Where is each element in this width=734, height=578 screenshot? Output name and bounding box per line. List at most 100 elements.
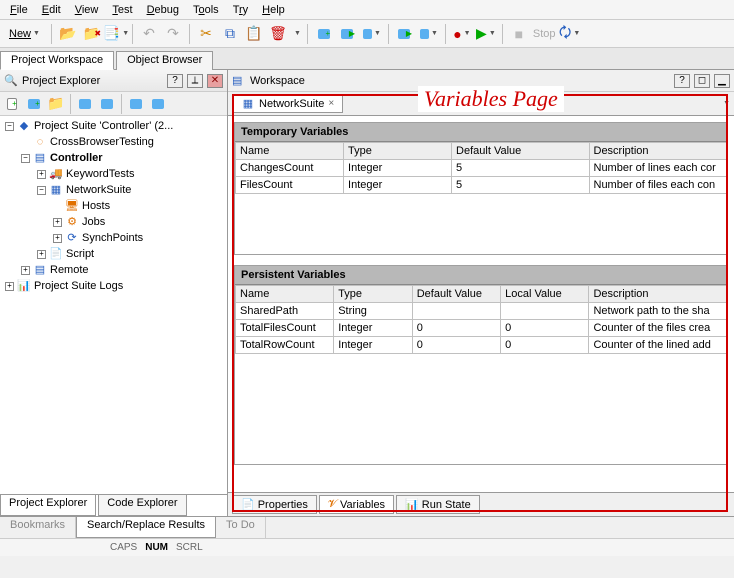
tab-networksuite[interactable]: ▦ NetworkSuite × <box>232 95 343 113</box>
persistent-variables-table[interactable]: Name Type Default Value Local Value Desc… <box>235 285 727 354</box>
twisty-icon[interactable]: + <box>53 234 62 243</box>
redo-icon[interactable]: ↷ <box>163 24 183 44</box>
twisty-icon[interactable]: − <box>5 122 14 131</box>
tree-cross-label[interactable]: CrossBrowserTesting <box>50 134 154 150</box>
tabs-dropdown-icon[interactable]: ▼ <box>723 100 730 107</box>
tab-project-explorer[interactable]: Project Explorer <box>0 495 96 516</box>
tree-remote-label[interactable]: Remote <box>50 262 89 278</box>
tab-object-browser[interactable]: Object Browser <box>116 51 213 70</box>
stop-icon[interactable]: ■ <box>509 24 529 44</box>
tree-controller-label[interactable]: Controller <box>50 150 103 166</box>
remote-icon: ▤ <box>33 264 47 276</box>
tab-search-replace[interactable]: Search/Replace Results <box>76 517 216 538</box>
tab-run-state[interactable]: 📊Run State <box>396 495 480 514</box>
project-tree[interactable]: −◆Project Suite 'Controller' (2... ◌Cros… <box>0 116 227 494</box>
temporary-variables-header: Temporary Variables <box>235 123 727 142</box>
layer-stack-icon[interactable] <box>126 94 146 114</box>
tree-network-label[interactable]: NetworkSuite <box>66 182 131 198</box>
menu-file[interactable]: File <box>4 3 34 17</box>
twisty-icon[interactable]: + <box>37 170 46 179</box>
tab-bookmarks[interactable]: Bookmarks <box>0 517 76 538</box>
table-row[interactable]: FilesCountInteger5Number of files each c… <box>236 177 727 194</box>
paste-icon[interactable]: 📋 <box>244 24 264 44</box>
twisty-icon[interactable]: + <box>37 250 46 259</box>
tab-variables[interactable]: 𝓥Variables <box>319 495 394 514</box>
record-icon[interactable]: ●▼ <box>452 24 472 44</box>
footer-tabs: Bookmarks Search/Replace Results To Do <box>0 516 734 538</box>
tree-synch-label[interactable]: SynchPoints <box>82 230 143 246</box>
delete-folder-icon[interactable]: 📁✖ <box>82 24 102 44</box>
db-play-icon[interactable]: ▶ <box>338 24 358 44</box>
run-gear-icon[interactable]: ▶▼ <box>476 24 496 44</box>
col-desc[interactable]: Description <box>589 286 727 303</box>
maximize-button[interactable]: ◻ <box>694 74 710 88</box>
cut-icon[interactable]: ✂ <box>196 24 216 44</box>
add-layer-icon[interactable]: + <box>24 94 44 114</box>
db-loop-icon[interactable]: ▼ <box>362 24 382 44</box>
add-file-icon[interactable]: + <box>2 94 22 114</box>
twisty-icon[interactable]: + <box>21 266 30 275</box>
help-button[interactable]: ? <box>674 74 690 88</box>
folder-icon[interactable]: 📁 <box>46 94 66 114</box>
col-local[interactable]: Local Value <box>501 286 589 303</box>
tree-logs-label[interactable]: Project Suite Logs <box>34 278 123 294</box>
tree-keyword-label[interactable]: KeywordTests <box>66 166 134 182</box>
db-add-icon[interactable]: + <box>314 24 334 44</box>
workspace-icon: ▤ <box>232 74 246 88</box>
col-default[interactable]: Default Value <box>452 143 589 160</box>
col-type[interactable]: Type <box>334 286 413 303</box>
project-explorer-titlebar: 🔍 Project Explorer ? ⟂ ✕ <box>0 70 227 92</box>
tab-project-workspace[interactable]: Project Workspace <box>0 51 114 70</box>
menu-debug[interactable]: Debug <box>141 3 185 17</box>
col-default[interactable]: Default Value <box>412 286 500 303</box>
tab-todo[interactable]: To Do <box>216 517 266 538</box>
menu-try[interactable]: Try <box>227 3 254 17</box>
hosts-icon: 🖥 <box>65 200 79 212</box>
layer-cfg-icon[interactable] <box>148 94 168 114</box>
col-desc[interactable]: Description <box>589 143 727 160</box>
menu-test[interactable]: Test <box>106 3 138 17</box>
undo-icon[interactable]: ↶ <box>139 24 159 44</box>
tab-code-explorer[interactable]: Code Explorer <box>98 495 186 516</box>
close-tab-icon[interactable]: × <box>328 98 334 109</box>
db2-play-icon[interactable]: ▶ <box>395 24 415 44</box>
db2-gear-icon[interactable]: ▼ <box>419 24 439 44</box>
twisty-icon[interactable]: + <box>5 282 14 291</box>
nav2-icon[interactable] <box>97 94 117 114</box>
tree-suite-label[interactable]: Project Suite 'Controller' (2... <box>34 118 173 134</box>
copy-folder-icon[interactable]: 📑▼ <box>106 24 126 44</box>
refresh-icon[interactable]: 🗘▼ <box>560 24 580 44</box>
help-button[interactable]: ? <box>167 74 183 88</box>
table-row[interactable]: TotalRowCountInteger00Counter of the lin… <box>236 337 727 354</box>
twisty-icon[interactable]: − <box>37 186 46 195</box>
temporary-variables-table[interactable]: Name Type Default Value Description Chan… <box>235 142 727 194</box>
nav1-icon[interactable] <box>75 94 95 114</box>
tree-hosts-label[interactable]: Hosts <box>82 198 110 214</box>
twisty-icon[interactable]: − <box>21 154 30 163</box>
menu-help[interactable]: Help <box>256 3 291 17</box>
minimize-button[interactable]: ▁ <box>714 74 730 88</box>
menu-view[interactable]: View <box>69 3 105 17</box>
table-row[interactable]: SharedPathStringNetwork path to the sha <box>236 303 727 320</box>
tree-script-label[interactable]: Script <box>66 246 94 262</box>
col-name[interactable]: Name <box>236 143 344 160</box>
stop-label: Stop <box>533 28 556 40</box>
trash-icon[interactable]: 🗑 <box>268 24 288 44</box>
keyword-icon: 🚚 <box>49 168 63 180</box>
cross-icon: ◌ <box>33 136 47 148</box>
tree-jobs-label[interactable]: Jobs <box>82 214 105 230</box>
copy-icon[interactable]: ⧉ <box>220 24 240 44</box>
close-button[interactable]: ✕ <box>207 74 223 88</box>
col-name[interactable]: Name <box>236 286 334 303</box>
menu-edit[interactable]: Edit <box>36 3 67 17</box>
table-row[interactable]: ChangesCountInteger5Number of lines each… <box>236 160 727 177</box>
menu-tools[interactable]: Tools <box>187 3 225 17</box>
table-row[interactable]: TotalFilesCountInteger00Counter of the f… <box>236 320 727 337</box>
twisty-icon[interactable]: + <box>53 218 62 227</box>
open-folder-icon[interactable]: 📂 <box>58 24 78 44</box>
col-type[interactable]: Type <box>344 143 452 160</box>
project-explorer-toolbar: + + 📁 <box>0 92 227 116</box>
new-button[interactable]: New▼ <box>4 26 45 42</box>
tab-properties[interactable]: 📄Properties <box>232 495 317 514</box>
pin-button[interactable]: ⟂ <box>187 74 203 88</box>
